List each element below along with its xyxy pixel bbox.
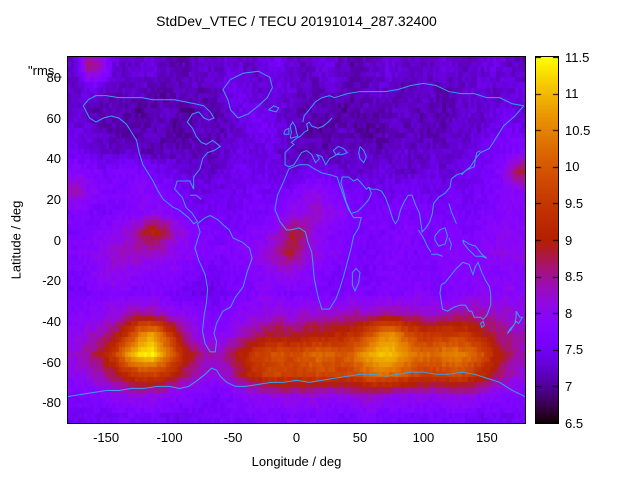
- colorbar-tick-label: 9.5: [565, 195, 584, 211]
- x-axis-label: Longitude / deg: [251, 454, 342, 469]
- colorbar-tick-label: 7: [565, 378, 573, 394]
- y-tick-label: 0: [53, 232, 61, 248]
- key-label: "rms_: [28, 63, 62, 78]
- colorbar-canvas: [536, 57, 558, 423]
- colorbar-tick-label: 10: [565, 159, 580, 175]
- coastline-path: [418, 230, 431, 252]
- colorbar-tick-label: 9: [565, 232, 573, 248]
- coastline-path: [449, 238, 452, 250]
- y-tick-label: 20: [46, 191, 61, 207]
- coastline-path: [369, 106, 524, 232]
- coastline-path: [333, 146, 347, 154]
- coastline-path: [352, 268, 360, 290]
- colorbar-tick-label: 11: [565, 86, 579, 102]
- coastline-path: [341, 177, 371, 214]
- coastline-path: [507, 311, 522, 333]
- map-plot-area: [67, 56, 526, 424]
- colorbar-tick-label: 10.5: [565, 122, 591, 138]
- coastline-overlay: [68, 57, 525, 423]
- x-tick-label: 0: [292, 430, 301, 445]
- colorbar: [535, 56, 559, 424]
- colorbar-tick-label: 7.5: [565, 342, 584, 358]
- coastline-path: [269, 106, 279, 112]
- colorbar-tick-label: 6.5: [565, 415, 584, 431]
- y-axis-label: Latitude / deg: [8, 200, 24, 280]
- y-tick-label: -20: [42, 273, 61, 289]
- coastline-path: [83, 96, 220, 224]
- y-tick-label: -60: [42, 354, 61, 370]
- x-tick-label: 150: [476, 430, 498, 445]
- colorbar-tick-label: 11.5: [565, 49, 590, 65]
- coastline-path: [195, 216, 252, 352]
- coastline-path: [285, 118, 332, 153]
- coastline-path: [431, 254, 442, 256]
- y-tick-label: -80: [42, 395, 61, 411]
- colorbar-tick-label: 8: [565, 305, 573, 321]
- y-tick-label: 80: [46, 69, 61, 85]
- coastline-path: [275, 165, 361, 309]
- coastline-path: [481, 321, 485, 327]
- y-tick-label: -40: [42, 313, 61, 329]
- coastline-path: [440, 262, 491, 319]
- coastline-path: [303, 96, 335, 122]
- coastline-path: [449, 203, 457, 223]
- coastline-path: [335, 83, 524, 105]
- coastline-path: [435, 228, 448, 246]
- x-tick-label: 50: [352, 430, 368, 445]
- heatmap-canvas: [68, 57, 525, 423]
- colorbar-tick-label: 8.5: [565, 269, 584, 285]
- x-tick-label: 100: [412, 430, 435, 445]
- coastline-path: [284, 128, 289, 134]
- coastline-path: [290, 122, 298, 138]
- x-tick-label: -100: [156, 430, 183, 445]
- x-tick-label: -50: [223, 430, 243, 445]
- x-tick-label: -150: [93, 430, 120, 445]
- y-tick-label: 40: [46, 151, 61, 167]
- y-tick-label: 60: [46, 110, 61, 126]
- coastline-path: [190, 195, 201, 199]
- coastline-path: [68, 368, 525, 396]
- coastline-path: [285, 151, 340, 167]
- coastline-path: [462, 151, 481, 175]
- coastline-path: [463, 240, 487, 258]
- coastline-path: [223, 71, 273, 118]
- plot-title: StdDev_VTEC / TECU 20191014_287.32400: [156, 13, 437, 29]
- coastline-path: [359, 146, 367, 162]
